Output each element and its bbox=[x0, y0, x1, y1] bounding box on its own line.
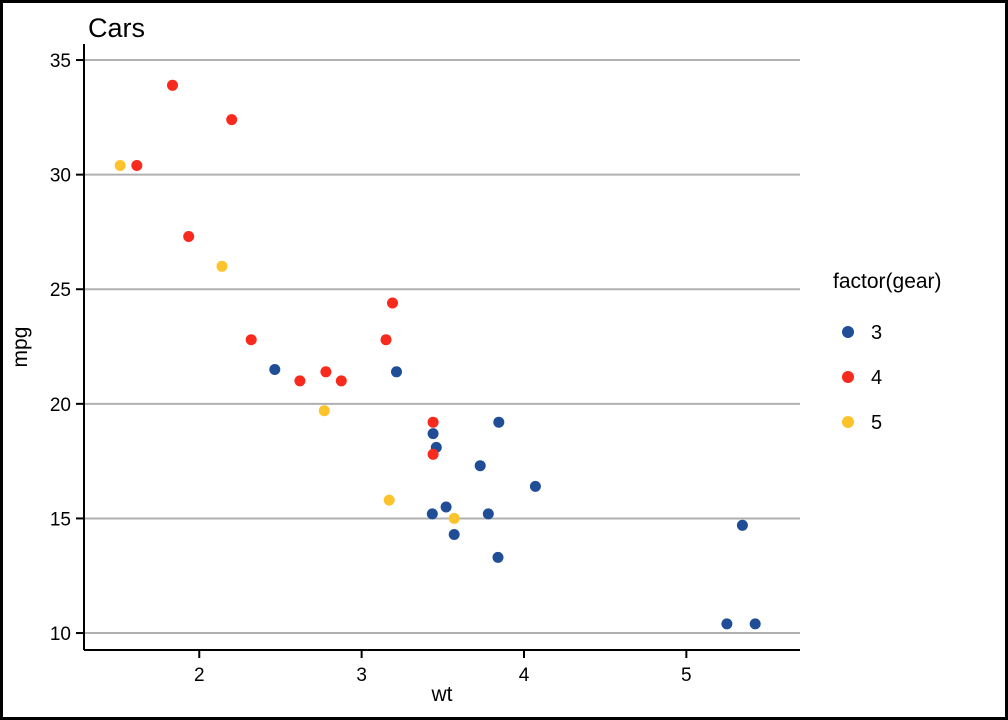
data-point bbox=[474, 460, 486, 472]
data-point bbox=[318, 405, 330, 417]
legend-label: 5 bbox=[871, 412, 882, 434]
data-point bbox=[245, 334, 257, 346]
data-point bbox=[380, 334, 392, 346]
legend-title: factor(gear) bbox=[833, 270, 942, 293]
x-axis-title: wt bbox=[431, 683, 453, 706]
gridlines bbox=[84, 59, 800, 635]
x-tick-label: 5 bbox=[681, 665, 692, 686]
data-point bbox=[335, 375, 347, 387]
data-point bbox=[387, 297, 398, 309]
legend-label: 4 bbox=[871, 367, 882, 389]
data-point bbox=[383, 494, 395, 506]
y-tick-label: 15 bbox=[50, 509, 71, 530]
data-point bbox=[226, 114, 238, 126]
y-tick-label: 25 bbox=[50, 280, 71, 301]
data-point bbox=[482, 508, 494, 520]
data-point bbox=[749, 618, 761, 630]
data-point bbox=[269, 364, 281, 375]
axes: 10 15 20 25 30 35 2 3 4 5 bbox=[50, 44, 800, 686]
y-axis-title: mpg bbox=[9, 327, 32, 368]
legend-key-icon bbox=[842, 416, 854, 428]
data-point bbox=[492, 551, 504, 563]
y-tick-label: 35 bbox=[50, 51, 71, 72]
x-tick-label: 4 bbox=[519, 665, 530, 686]
data-point bbox=[448, 529, 460, 540]
data-point bbox=[736, 519, 748, 531]
y-tick-label: 20 bbox=[50, 395, 71, 416]
legend-key-icon bbox=[842, 326, 854, 338]
data-point bbox=[448, 512, 460, 524]
legend-entries: 3 4 5 bbox=[842, 322, 882, 434]
data-point bbox=[131, 160, 143, 171]
y-tick-label: 30 bbox=[50, 166, 71, 187]
data-point bbox=[529, 480, 541, 492]
x-tick-label: 3 bbox=[356, 665, 367, 686]
legend-label: 3 bbox=[871, 322, 882, 344]
data-point bbox=[721, 618, 733, 630]
data-point bbox=[183, 231, 195, 242]
data-point bbox=[391, 366, 402, 378]
y-tick-label: 10 bbox=[50, 624, 71, 645]
data-point bbox=[216, 260, 228, 272]
data-point bbox=[427, 428, 439, 440]
data-point bbox=[426, 508, 438, 520]
chart-title: Cars bbox=[88, 13, 145, 43]
data-point bbox=[294, 375, 306, 387]
data-point bbox=[320, 366, 332, 378]
x-tick-label: 2 bbox=[194, 665, 205, 686]
data-point bbox=[114, 160, 126, 171]
data-point bbox=[427, 416, 439, 428]
data-point bbox=[427, 448, 439, 460]
data-points bbox=[114, 79, 761, 630]
data-point bbox=[440, 501, 452, 513]
data-point bbox=[167, 79, 178, 91]
legend-key-icon bbox=[842, 371, 854, 383]
data-point bbox=[493, 416, 505, 428]
